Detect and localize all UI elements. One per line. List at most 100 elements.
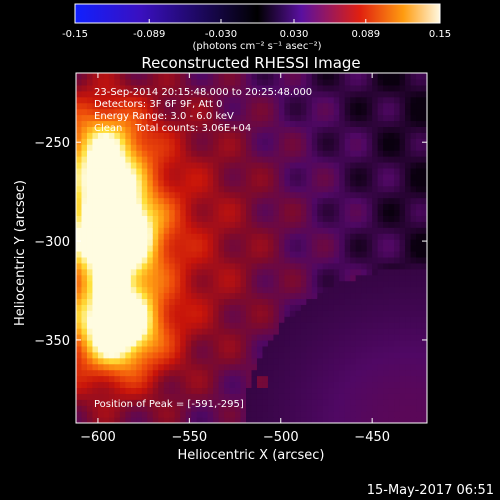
heatmap-cell bbox=[344, 78, 351, 86]
heatmap-cell bbox=[355, 334, 362, 341]
heatmap-cell bbox=[339, 96, 346, 104]
heatmap-cell bbox=[169, 144, 176, 151]
heatmap-cell bbox=[251, 215, 258, 222]
heatmap-cell bbox=[202, 268, 209, 276]
heatmap-cell bbox=[125, 417, 132, 423]
heatmap-cell bbox=[399, 150, 406, 157]
heatmap-cell bbox=[300, 399, 307, 406]
heatmap-cell bbox=[169, 84, 176, 92]
heatmap-cell bbox=[399, 304, 406, 311]
heatmap-cell bbox=[86, 221, 94, 228]
heatmap-cell bbox=[76, 334, 83, 341]
heatmap-cell bbox=[344, 132, 351, 139]
heatmap-cell bbox=[92, 102, 99, 110]
heatmap-cell bbox=[267, 215, 275, 222]
heatmap-cell bbox=[235, 179, 242, 187]
heatmap-cell bbox=[383, 339, 390, 347]
heatmap-cell bbox=[295, 233, 302, 240]
heatmap-cell bbox=[119, 286, 126, 294]
heatmap-cell bbox=[388, 250, 395, 258]
heatmap-cell bbox=[114, 191, 121, 199]
heatmap-cell bbox=[169, 292, 176, 300]
heatmap-cell bbox=[399, 316, 406, 323]
heatmap-cell bbox=[180, 120, 187, 127]
heatmap-cell bbox=[333, 399, 340, 406]
heatmap-cell bbox=[158, 363, 165, 371]
heatmap-cell bbox=[196, 411, 203, 418]
heatmap-cell bbox=[92, 215, 99, 222]
heatmap-cell bbox=[317, 191, 324, 199]
heatmap-cell bbox=[399, 393, 406, 400]
peak-position-label: Position of Peak = [-591,-295] bbox=[94, 399, 244, 410]
heatmap-cell bbox=[86, 90, 94, 98]
heatmap-cell bbox=[256, 381, 264, 389]
heatmap-cell bbox=[311, 334, 318, 341]
heatmap-cell bbox=[383, 227, 390, 234]
heatmap-cell bbox=[267, 399, 275, 406]
heatmap-cell bbox=[273, 108, 280, 116]
heatmap-cell bbox=[169, 161, 176, 169]
heatmap-cell bbox=[207, 156, 214, 163]
heatmap-cell bbox=[355, 233, 362, 240]
heatmap-cell bbox=[136, 250, 143, 258]
heatmap-cell bbox=[267, 411, 275, 418]
heatmap-cell bbox=[322, 280, 329, 288]
heatmap-cell bbox=[317, 78, 324, 86]
heatmap-cell bbox=[92, 316, 99, 323]
heatmap-cell bbox=[300, 215, 307, 222]
heatmap-cell bbox=[421, 215, 427, 222]
heatmap-cell bbox=[322, 405, 329, 412]
heatmap-cell bbox=[355, 138, 362, 145]
heatmap-cell bbox=[311, 405, 318, 412]
heatmap-cell bbox=[152, 351, 159, 359]
heatmap-cell bbox=[180, 292, 187, 300]
heatmap-cell bbox=[81, 286, 88, 294]
heatmap-cell bbox=[355, 114, 362, 122]
heatmap-cell bbox=[328, 173, 335, 181]
heatmap-cell bbox=[278, 381, 286, 389]
heatmap-cell bbox=[289, 298, 296, 305]
heatmap-cell bbox=[125, 179, 132, 187]
heatmap-cell bbox=[350, 256, 357, 264]
heatmap-cell bbox=[344, 298, 351, 305]
heatmap-cell bbox=[92, 280, 99, 288]
heatmap-cell bbox=[103, 209, 110, 216]
heatmap-cell bbox=[267, 417, 275, 423]
heatmap-cell bbox=[202, 191, 209, 199]
heatmap-cell bbox=[306, 126, 313, 133]
heatmap-cell bbox=[235, 185, 242, 193]
heatmap-cell bbox=[311, 144, 318, 151]
heatmap-cell bbox=[284, 132, 291, 139]
heatmap-cell bbox=[158, 245, 165, 252]
heatmap-cell bbox=[256, 274, 264, 282]
heatmap-cell bbox=[97, 245, 105, 252]
heatmap-cell bbox=[339, 221, 346, 228]
heatmap-cell bbox=[196, 150, 203, 157]
heatmap-cell bbox=[196, 90, 203, 98]
heatmap-cell bbox=[213, 114, 220, 122]
heatmap-cell bbox=[103, 405, 110, 412]
heatmap-cell bbox=[267, 292, 275, 300]
heatmap-cell bbox=[169, 274, 176, 282]
heatmap-cell bbox=[405, 84, 412, 92]
heatmap-cell bbox=[251, 84, 258, 92]
heatmap-cell bbox=[300, 150, 307, 157]
heatmap-cell bbox=[86, 209, 94, 216]
heatmap-cell bbox=[202, 298, 209, 305]
heatmap-cell bbox=[388, 108, 395, 116]
heatmap-cell bbox=[207, 280, 214, 288]
heatmap-cell bbox=[213, 250, 220, 258]
heatmap-cell bbox=[213, 132, 220, 139]
heatmap-cell bbox=[273, 120, 280, 127]
heatmap-cell bbox=[262, 334, 269, 341]
heatmap-cell bbox=[278, 298, 286, 305]
heatmap-cell bbox=[405, 185, 412, 193]
heatmap-cell bbox=[317, 310, 324, 317]
heatmap-cell bbox=[421, 292, 427, 300]
heatmap-cell bbox=[218, 239, 225, 246]
heatmap-cell bbox=[147, 221, 154, 228]
heatmap-cell bbox=[114, 310, 121, 317]
heatmap-cell bbox=[174, 96, 181, 104]
heatmap-cell bbox=[383, 345, 390, 353]
heatmap-cell bbox=[218, 114, 225, 122]
